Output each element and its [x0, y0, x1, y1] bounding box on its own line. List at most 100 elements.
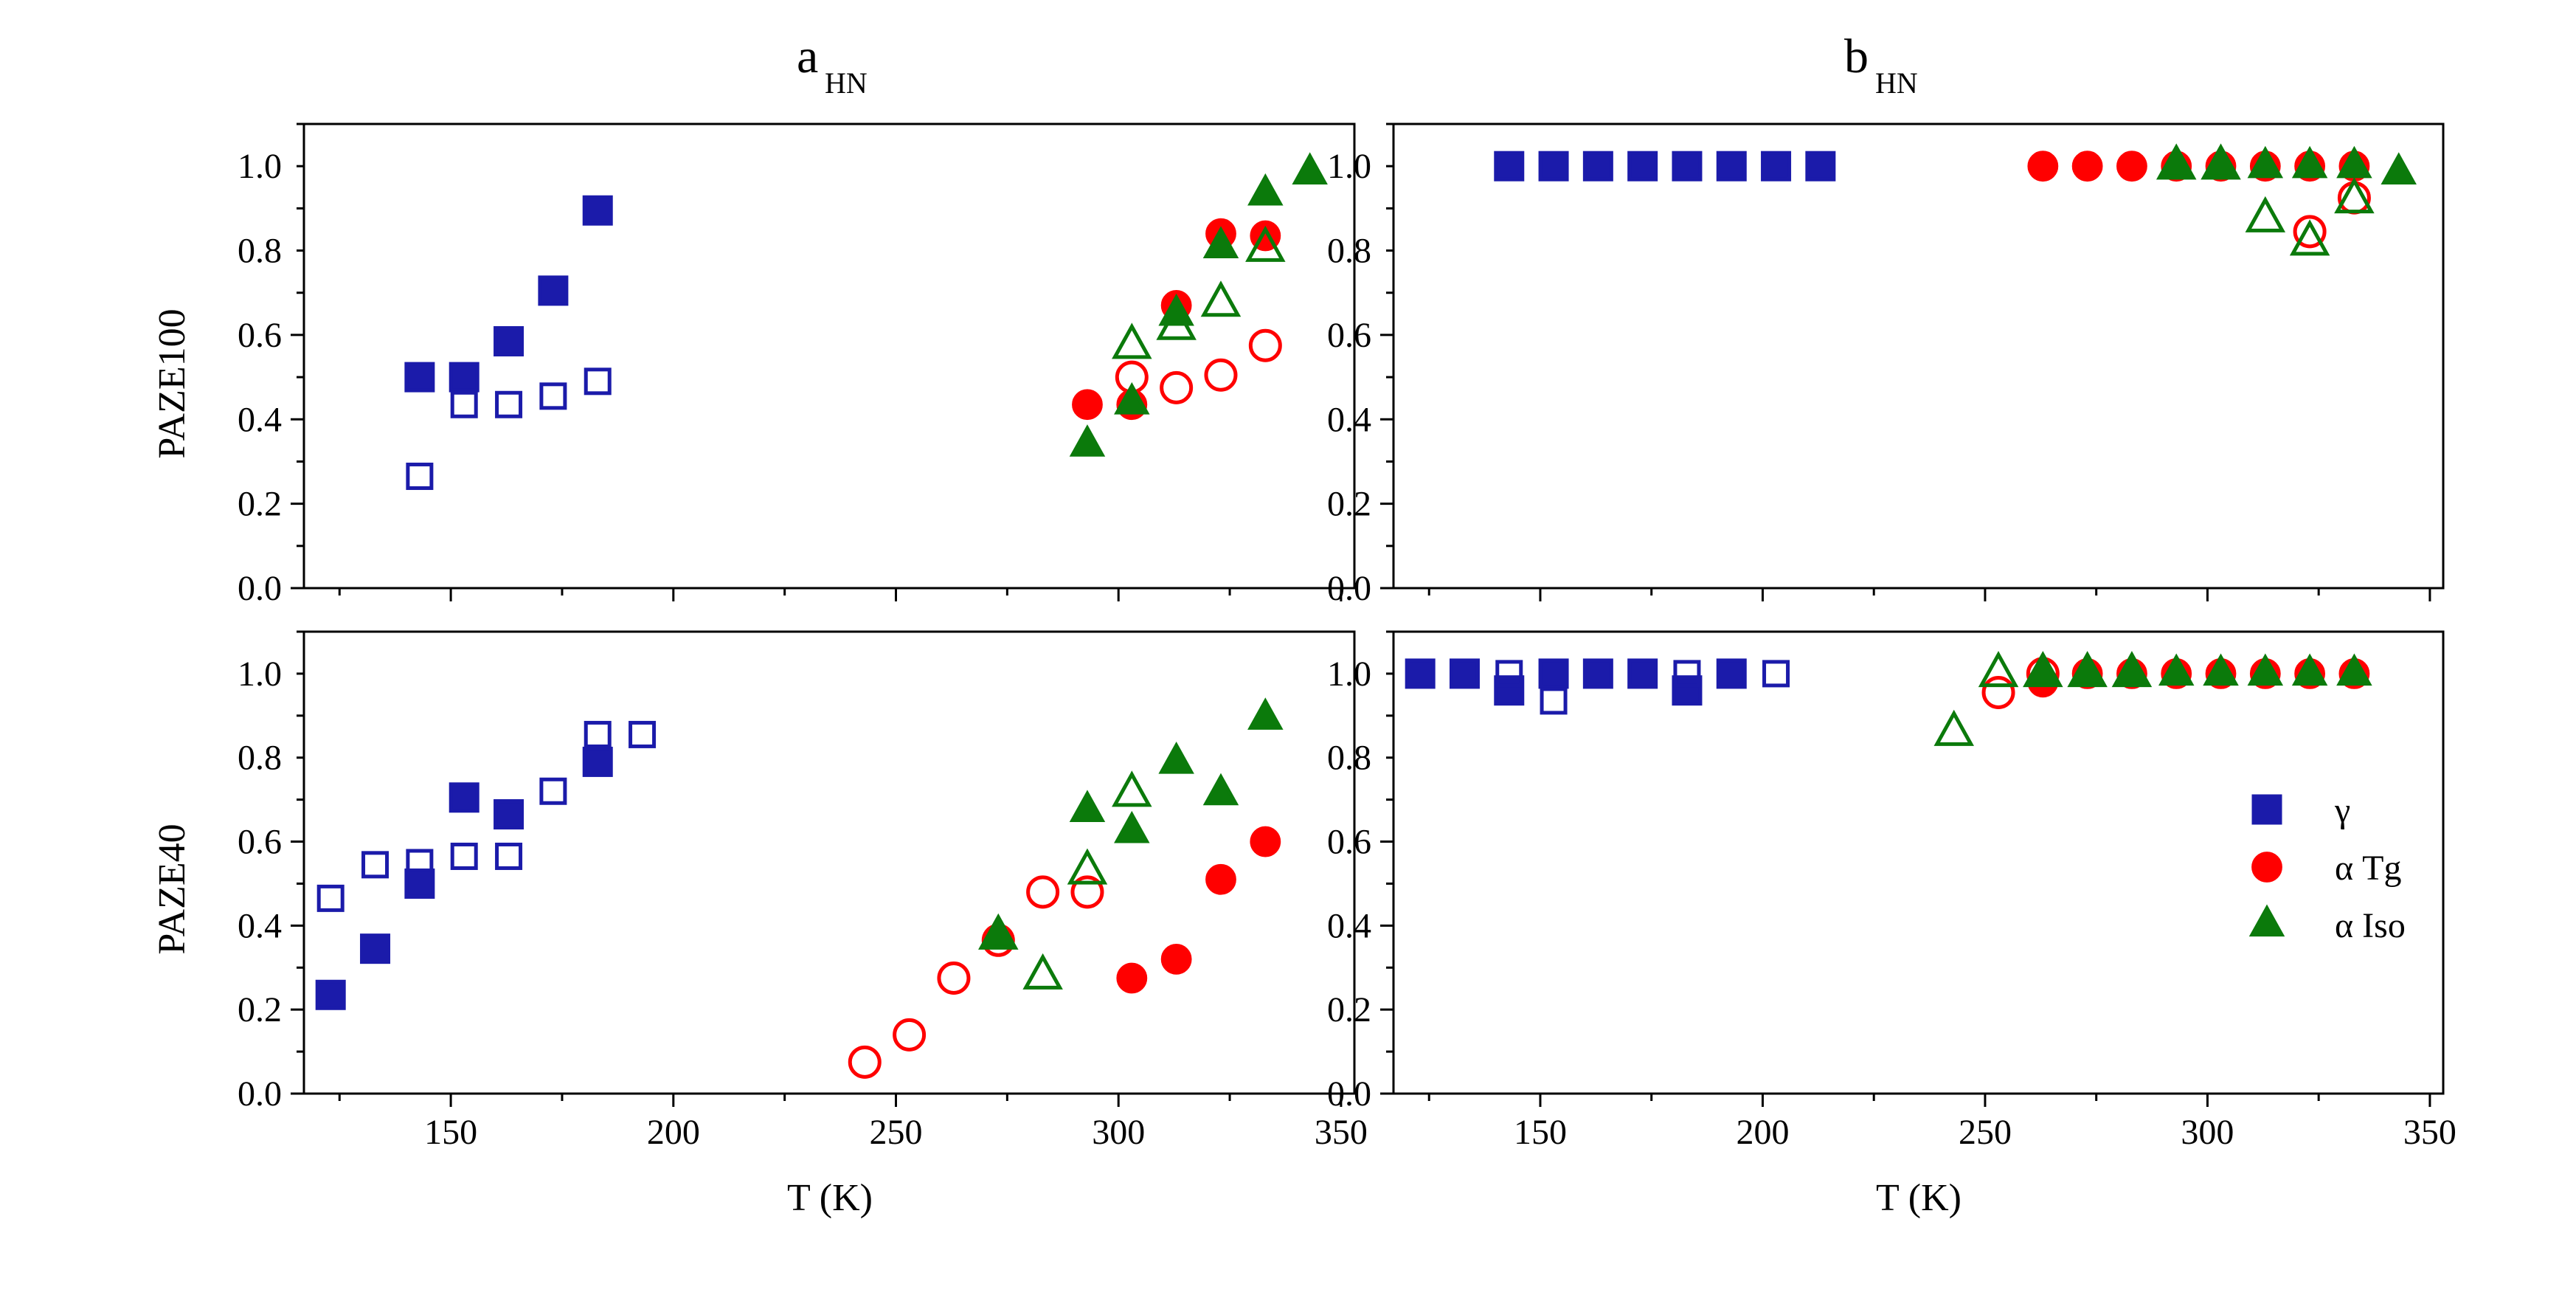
y-tick-label: 0.4: [1327, 400, 1371, 439]
x-tick-label: 350: [1315, 1113, 1368, 1152]
data-point: [495, 842, 523, 870]
data-point: [2245, 196, 2286, 232]
series-alpha_iso-open: [1112, 225, 1286, 359]
data-point: [1981, 676, 2015, 710]
data-point: [1200, 280, 1242, 317]
data-point: [1582, 151, 1613, 182]
y-tick-label: 0.2: [238, 485, 282, 524]
series-alpha_tg-open: [848, 875, 1104, 1079]
y-tick-label: 0.4: [1327, 906, 1371, 945]
x-tick-label: 250: [870, 1113, 923, 1152]
data-point: [539, 382, 567, 410]
data-point: [1156, 303, 1197, 340]
series-alpha_tg-filled: [1116, 826, 1281, 994]
data-point: [1762, 660, 1790, 688]
data-point: [2158, 653, 2195, 686]
series-gamma-open: [316, 720, 657, 912]
series-alpha_iso-filled: [2158, 145, 2417, 184]
data-point: [2291, 145, 2328, 179]
y-tick-label: 0.6: [1327, 316, 1371, 355]
data-point: [1716, 658, 1747, 689]
x-tick-label: 350: [2403, 1113, 2456, 1152]
y-tick-label: 1.0: [238, 147, 282, 186]
legend-marker: [2248, 904, 2285, 937]
data-point: [1672, 151, 1703, 182]
panel-b-paze100: 0.0 0.2 0.4 0.6 0.8 1.0: [1327, 122, 2445, 608]
legend-marker-alpha-tg: [2251, 852, 2282, 883]
data-point: [1627, 658, 1658, 689]
data-point: [584, 720, 612, 748]
y-tick-label: 0.2: [1327, 485, 1371, 524]
data-point: [315, 979, 346, 1010]
series-alpha_iso-open: [978, 770, 1152, 990]
column-title-b-main: b: [1844, 30, 1869, 83]
data-point: [893, 1018, 927, 1052]
data-point: [2247, 145, 2284, 179]
data-point: [449, 782, 479, 813]
series-alpha_tg-open: [1115, 328, 1282, 404]
legend-marker-alpha-iso: [2248, 904, 2285, 937]
y-tick-label: 1.0: [1327, 655, 1371, 694]
data-point: [1494, 675, 1525, 706]
x-tick-label: 250: [1959, 1113, 2012, 1152]
data-point: [450, 842, 478, 870]
y-tick-label: 1.0: [238, 655, 282, 694]
data-point: [2027, 151, 2059, 182]
data-point: [1672, 675, 1703, 706]
y-tick-label: 0.2: [238, 990, 282, 1029]
data-point: [495, 390, 523, 418]
series-alpha_iso-open: [1933, 651, 2153, 746]
data-point: [539, 777, 567, 805]
data-point: [1582, 658, 1613, 689]
data-point: [1250, 826, 1281, 857]
data-point: [937, 962, 971, 995]
data-point: [494, 325, 524, 356]
y-tick-label: 0.8: [238, 739, 282, 778]
data-point: [2336, 653, 2372, 686]
y-tick-label: 0.2: [1327, 990, 1371, 1029]
data-point: [1022, 953, 1063, 990]
data-point: [1202, 226, 1239, 259]
data-point: [404, 362, 435, 393]
data-point: [1449, 658, 1480, 689]
y-tick-label: 0.0: [238, 1074, 282, 1114]
data-point: [1805, 151, 1836, 182]
data-point: [1112, 770, 1152, 807]
data-point: [450, 390, 478, 418]
legend-label-alpha-iso: α Iso: [2335, 906, 2406, 945]
legend-marker: [2251, 852, 2282, 883]
y-tick-label: 0.0: [238, 569, 282, 608]
y-tick-label: 0.0: [1327, 569, 1371, 608]
panel-b-paze40: 0.0 0.2 0.4 0.6 0.8 1.0 150 200 250 300 350: [1327, 630, 2456, 1152]
data-point: [1761, 151, 1792, 182]
y-tick-label: 0.8: [1327, 739, 1371, 778]
series-alpha_iso-filled: [1069, 152, 1328, 457]
data-point: [1933, 709, 1974, 746]
y-tick-label: 0.6: [1327, 823, 1371, 862]
y-tick-label: 0.6: [238, 316, 282, 355]
legend-label-gamma: γ: [2334, 791, 2350, 830]
column-title-a-main: a: [797, 30, 818, 83]
row-title-paze40: PAZE40: [151, 824, 193, 954]
data-point: [2203, 653, 2239, 686]
series-gamma-open: [1495, 660, 1790, 715]
plot-frame: [302, 122, 1356, 590]
data-point: [848, 1045, 882, 1079]
y-tick-label: 0.6: [238, 823, 282, 862]
data-point: [584, 367, 612, 396]
x-axis-title-a: T (K): [787, 1177, 873, 1219]
data-point: [2381, 152, 2417, 184]
data-point: [361, 851, 389, 879]
data-point: [1978, 651, 2019, 688]
data-point: [1247, 173, 1284, 206]
data-point: [1160, 370, 1194, 404]
data-point: [2111, 651, 2153, 688]
x-tick-label: 300: [1092, 1113, 1145, 1152]
series-gamma-filled: [1405, 658, 1747, 706]
column-title-a: a HN: [797, 30, 868, 100]
data-point: [494, 799, 524, 830]
data-point: [1245, 225, 1286, 262]
row-title-paze100: PAZE100: [151, 308, 193, 458]
data-point: [1202, 773, 1239, 806]
